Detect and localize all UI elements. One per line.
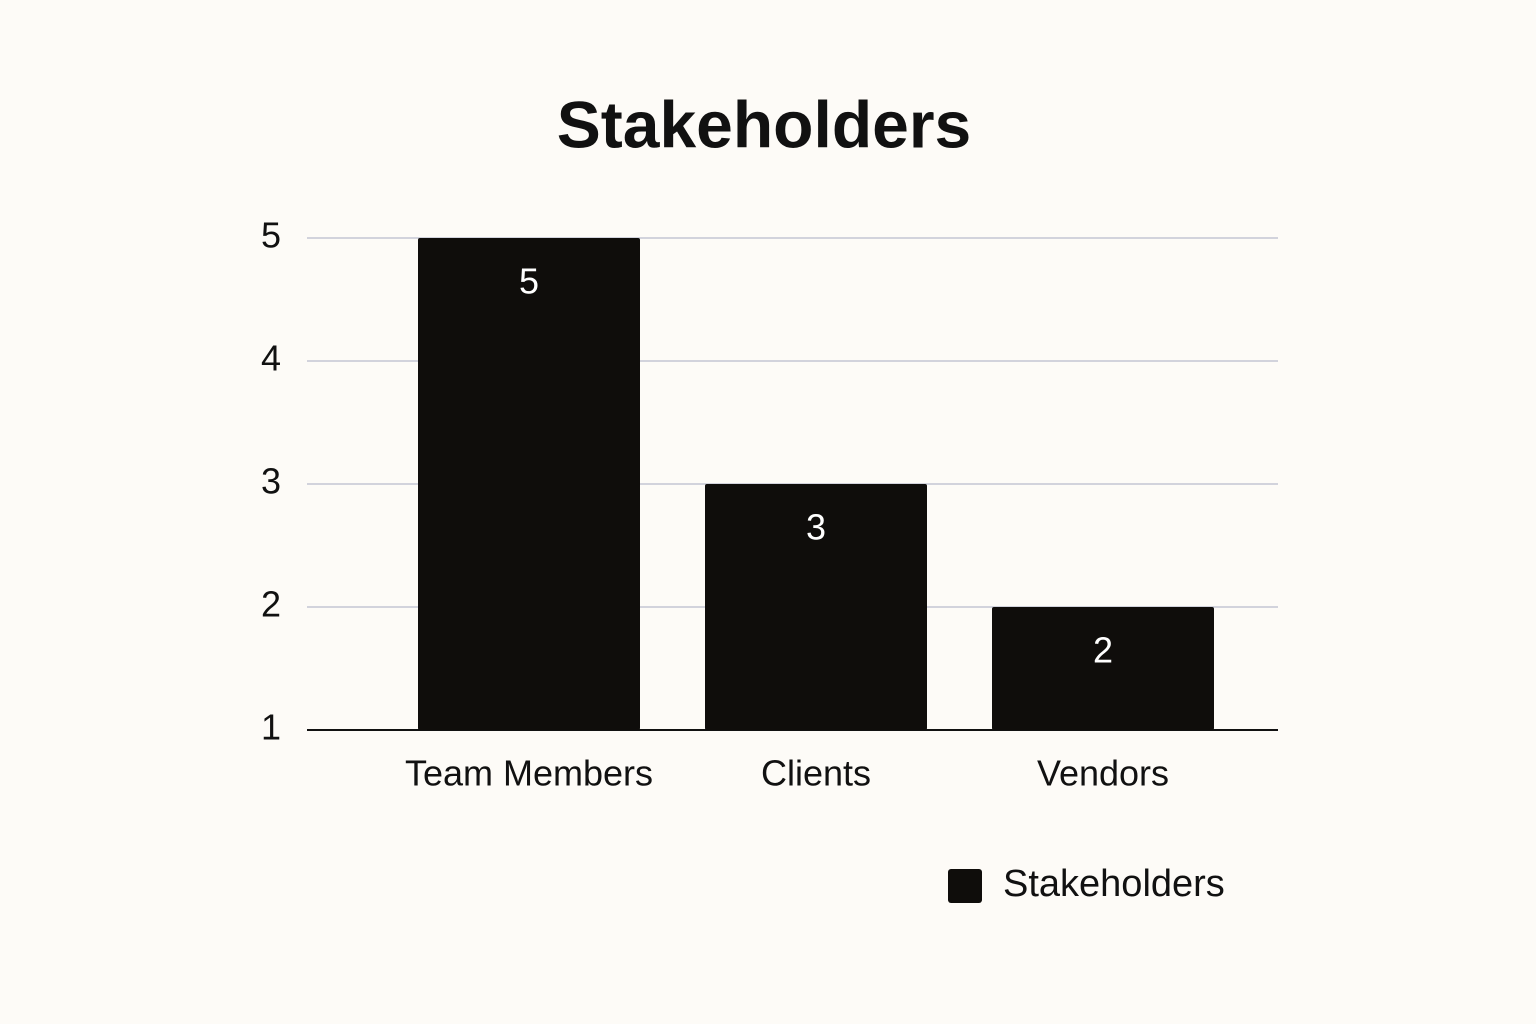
value-label: 5 bbox=[519, 261, 539, 302]
value-label: 2 bbox=[1093, 630, 1113, 671]
legend-label: Stakeholders bbox=[1003, 863, 1225, 905]
y-tick-label: 4 bbox=[261, 338, 281, 379]
value-label: 3 bbox=[806, 507, 826, 548]
x-tick-label: Team Members bbox=[405, 753, 653, 794]
bar bbox=[418, 238, 640, 730]
x-tick-label: Clients bbox=[761, 753, 871, 794]
y-tick-label: 1 bbox=[261, 707, 281, 748]
legend-swatch bbox=[948, 869, 982, 903]
x-tick-label: Vendors bbox=[1037, 753, 1169, 794]
y-tick-label: 5 bbox=[261, 215, 281, 256]
y-tick-label: 3 bbox=[261, 461, 281, 502]
y-tick-label: 2 bbox=[261, 584, 281, 625]
chart-title: Stakeholders bbox=[557, 87, 972, 161]
bar bbox=[705, 484, 927, 730]
bar bbox=[992, 607, 1214, 730]
